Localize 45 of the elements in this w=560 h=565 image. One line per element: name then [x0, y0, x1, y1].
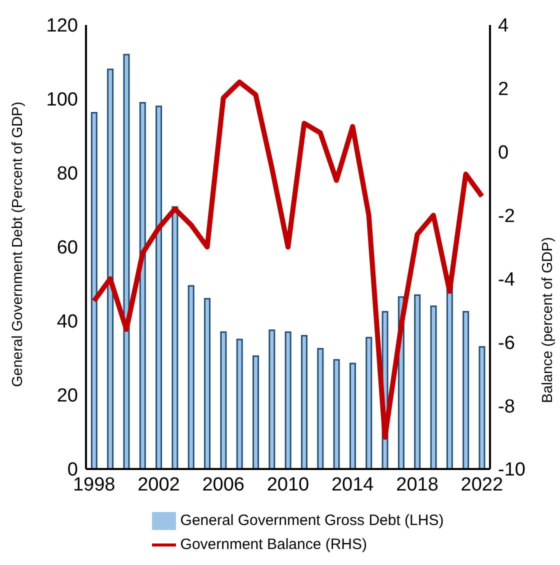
bar — [172, 206, 178, 469]
y-tick-label: 20 — [56, 386, 78, 407]
bar — [462, 311, 470, 469]
bar — [236, 338, 243, 469]
bar — [478, 346, 486, 469]
x-tick-label: 2002 — [138, 474, 180, 496]
x-tick-label: 2022 — [460, 474, 504, 496]
bar — [252, 355, 260, 469]
x-tick-label: 2006 — [202, 474, 244, 496]
bar — [300, 335, 308, 469]
y2-tick-label: 4 — [498, 16, 509, 37]
legend-label: Government Balance (RHS) — [180, 536, 368, 553]
bar — [414, 294, 421, 469]
y2-tick-label: -2 — [498, 206, 515, 228]
y-tick-label: 40 — [56, 312, 78, 333]
bar — [139, 102, 146, 469]
bar — [220, 331, 227, 469]
y2-tick-label: 0 — [498, 142, 509, 164]
bar — [317, 348, 324, 469]
y2-tick-label: -6 — [498, 332, 515, 354]
y-tick-label: 120 — [46, 16, 78, 37]
y-tick-label: 60 — [56, 238, 78, 259]
bar — [349, 362, 356, 469]
bar — [107, 68, 114, 469]
y-axis-title: General Government Debt (Percent of GDP) — [10, 102, 26, 387]
bar — [90, 112, 98, 469]
bar — [188, 285, 194, 469]
x-tick-label: 2010 — [266, 474, 310, 496]
y2-tick-label: -8 — [498, 396, 515, 418]
bar — [430, 305, 437, 469]
bar — [156, 106, 162, 469]
y2-tick-label: 2 — [498, 79, 509, 100]
bar — [284, 331, 292, 469]
bar — [366, 336, 372, 469]
legend-label: General Government Gross Debt (LHS) — [180, 512, 444, 529]
bar — [123, 54, 130, 469]
bar — [333, 359, 340, 469]
y-tick-label: 80 — [56, 164, 78, 185]
y2-tick-label: -4 — [498, 269, 516, 290]
x-tick-label: 2014 — [332, 474, 374, 496]
x-tick-label: 2018 — [396, 474, 438, 496]
bar — [268, 330, 276, 469]
y2-axis-title: Balance (percent of GDP) — [540, 237, 556, 404]
bar — [204, 298, 211, 469]
y-tick-label: 100 — [46, 90, 78, 111]
